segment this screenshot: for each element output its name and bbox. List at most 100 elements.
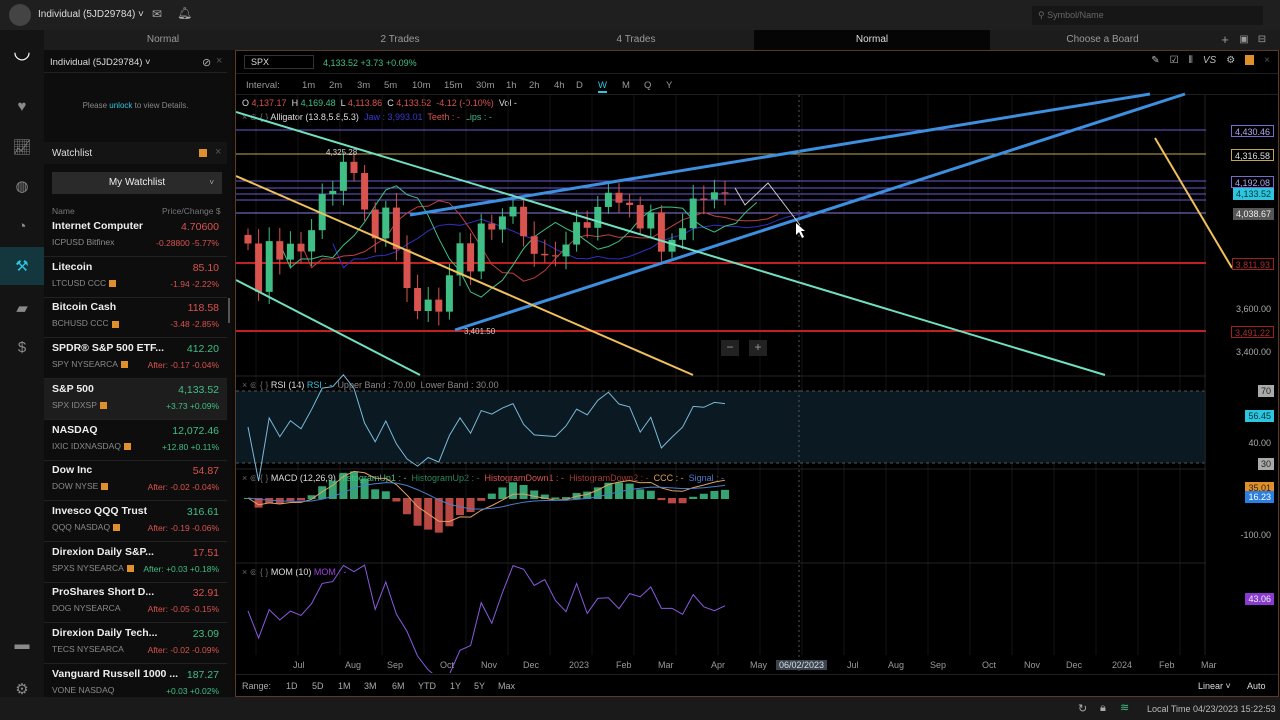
scale-selector[interactable]: Linear ˅ [1198,681,1231,691]
lock-icon[interactable]: 🔒︎ [1100,702,1106,714]
watchlist-item[interactable]: Internet Computer 4.70600 ICPUSD Bitfine… [44,216,227,257]
watchlist-item[interactable]: ProShares Short D... 32.91 DOG NYSEARCA … [44,582,227,624]
wallet-icon[interactable]: ▰ [16,300,28,317]
price-chart[interactable]: 4,325.28 3,401.50 [236,51,1278,673]
save-board-icon[interactable]: ▣ [1239,34,1249,45]
symbol-input[interactable]: SPX [244,55,314,69]
auto-scale-button[interactable]: Auto [1247,681,1266,691]
refresh-icon[interactable]: ↻ [1078,703,1088,715]
cash-icon[interactable]: $ [17,338,27,356]
interval-4h[interactable]: 4h [554,80,565,91]
indicator-code-icon[interactable]: { } [259,112,269,122]
interval-1h[interactable]: 1h [506,80,517,91]
rsi-code-icon[interactable]: { } [259,380,269,390]
compare-vs-icon[interactable]: VS [1202,55,1217,66]
rsi-settings-icon[interactable]: ⊚ [249,380,258,390]
watchlist-item[interactable]: Direxion Daily Tech... 23.09 TECS NYSEAR… [44,623,227,664]
zoom-out-button[interactable]: − [721,340,739,356]
col-price[interactable]: Price/Change $ [162,206,221,216]
bell-icon[interactable]: 🔔︎ [177,6,193,20]
interval-W[interactable]: W [598,80,607,93]
board-tab-choose[interactable]: Choose a Board [1066,34,1139,45]
close-mom-icon[interactable]: × [242,567,248,577]
watchlist-item[interactable]: SPDR® S&P 500 ETF... 412.20 SPY NYSEARCA… [44,338,227,380]
chat-icon[interactable]: ◔ [17,217,27,235]
mom-code-icon[interactable]: { } [259,567,269,577]
range-1Y[interactable]: 1Y [450,681,462,691]
markets-icon[interactable]: 📈︎ [12,139,32,156]
close-indicator-icon[interactable]: × [242,112,248,122]
range-5D[interactable]: 5D [312,681,324,691]
avatar[interactable] [9,4,31,26]
range-1M[interactable]: 1M [338,681,351,691]
board-tab-2-trades[interactable]: 2 Trades [380,34,420,45]
board-tab-normal-active[interactable]: Normal [754,30,990,50]
close-icon[interactable]: × [216,55,223,67]
item-price: 12,072.46 [172,424,219,437]
watchlist-scrollbar[interactable] [228,298,230,323]
interval-15m[interactable]: 15m [444,80,463,91]
item-change: -3.48 -2.85% [170,319,219,330]
chart-close-icon[interactable]: × [1264,55,1270,66]
favorites-icon[interactable]: ♥ [17,97,27,115]
watchlist-item[interactable]: Direxion Daily S&P... 17.51 SPXS NYSEARC… [44,542,227,583]
interval-M[interactable]: M [622,80,630,91]
interval-10m[interactable]: 10m [412,80,431,91]
watchlist-item[interactable]: S&P 500 4,133.52 SPX IDXSP +3.73 +0.09% [44,378,227,420]
macd-code-icon[interactable]: { } [259,473,269,483]
account-selector[interactable]: Individual (5JD29784) ˅ [38,9,144,20]
feedback-icon[interactable]: ▬ [14,635,30,653]
chart-settings-icon[interactable]: ⚙ [1226,55,1236,66]
interval-D[interactable]: D [576,80,583,91]
draw-pencil-icon[interactable]: ✎ [1151,55,1160,66]
range-3M[interactable]: 3M [364,681,377,691]
mail-icon[interactable]: ✉ [152,7,163,21]
watchlist-close-icon[interactable]: × [215,146,222,158]
watchlist-item[interactable]: Dow Inc 54.87 DOW NYSE After: -0.02 -0.0… [44,460,227,502]
close-rsi-icon[interactable]: × [242,380,248,390]
candle-type-icon[interactable]: ⫴ [1188,55,1193,66]
mom-settings-icon[interactable]: ⊚ [249,567,258,577]
interval-3m[interactable]: 3m [357,80,371,91]
checkbox-icon[interactable]: ☑ [1169,55,1179,66]
layout-board-icon[interactable]: ⊟ [1257,34,1267,45]
price-axis-label: 3,400.00 [1235,347,1271,357]
settings-icon[interactable]: ⚙ [15,681,29,698]
range-5Y[interactable]: 5Y [474,681,486,691]
interval-5m[interactable]: 5m [384,80,398,91]
close-macd-icon[interactable]: × [242,473,248,483]
globe-icon[interactable]: ◍ [15,178,29,195]
interval-Y[interactable]: Y [666,80,673,91]
watchlist-item[interactable]: Bitcoin Cash 118.58 BCHUSD CCC -3.48 -2.… [44,297,227,339]
watchlist-item[interactable]: NASDAQ 12,072.46 IXIC IDXNASDAQ +12.80 +… [44,420,227,461]
macd-settings-icon[interactable]: ⊚ [249,473,258,483]
watchlist-item[interactable]: Litecoin 85.10 LTCUSD CCC -1.94 -2.22% [44,257,227,298]
link-icon[interactable]: ⊘ [202,57,212,69]
watchlist-item[interactable]: Invesco QQQ Trust 316.61 QQQ NASDAQ Afte… [44,501,227,542]
board-tab-4-trades[interactable]: 4 Trades [616,34,656,45]
interval-30m[interactable]: 30m [476,80,495,91]
watchlist-selector[interactable]: My Watchlist ˅ [52,172,222,194]
interval-Q[interactable]: Q [644,80,652,91]
candle-body [488,223,496,230]
interval-2h[interactable]: 2h [529,80,540,91]
range-Max[interactable]: Max [498,681,516,691]
account-panel-title[interactable]: Individual (5JD29784) ˅ [50,57,151,68]
interval-1m[interactable]: 1m [302,80,316,91]
add-board-icon[interactable]: + [1221,32,1229,47]
range-YTD[interactable]: YTD [418,681,436,691]
col-name[interactable]: Name [52,206,75,216]
search-input[interactable]: Symbol/Name [1047,10,1104,20]
range-6M[interactable]: 6M [392,681,405,691]
interval-2m[interactable]: 2m [329,80,343,91]
unlock-link[interactable]: unlock [109,101,133,110]
board-tab-normal[interactable]: Normal [146,34,180,45]
zoom-in-button[interactable]: + [749,340,767,356]
watchlist-item[interactable]: Vanguard Russell 1000 ... 187.27 VONE NA… [44,664,227,697]
link-color-icon[interactable] [199,149,207,157]
link-color-icon[interactable] [1245,55,1255,65]
range-1D[interactable]: 1D [286,681,298,691]
macd-histogram-bar [710,490,719,499]
symbol-search[interactable]: ⚲ Symbol/Name [1032,6,1263,25]
trade-icon[interactable]: ⚒ [0,247,44,285]
